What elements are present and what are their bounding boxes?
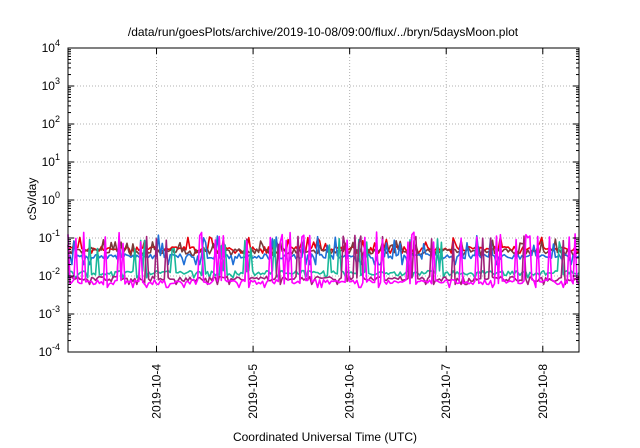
x-tick-label: 2019-10-7 [439, 364, 453, 419]
y-tick-label: 100 [42, 190, 60, 207]
y-tick-label: 104 [42, 38, 60, 55]
x-tick-label: 2019-10-6 [343, 364, 357, 419]
y-axis-label: cSv/day [25, 178, 39, 221]
x-tick-labels: 2019-10-4 2019-10-5 2019-10-6 2019-10-7 2019… [150, 364, 550, 419]
y-tick-label: 10-2 [39, 266, 60, 283]
grid [68, 48, 579, 352]
y-tick-label: 10-4 [39, 342, 60, 359]
y-tick-labels: 10-4 10-3 10-2 10-1 100 101 102 103 104 [39, 38, 60, 359]
y-tick-label: 101 [42, 152, 60, 169]
y-tick-label: 102 [42, 114, 60, 131]
axes [67, 47, 580, 353]
data-series [67, 231, 580, 289]
y-tick-label: 103 [42, 76, 60, 93]
y-tick-label: 10-3 [39, 304, 60, 321]
y-tick-label: 10-1 [39, 228, 60, 245]
x-tick-label: 2019-10-5 [246, 364, 260, 419]
series-line [67, 238, 580, 257]
series-line [67, 238, 580, 279]
series-line [67, 234, 580, 286]
series-line [67, 231, 580, 289]
x-tick-label: 2019-10-8 [536, 364, 550, 419]
series-line [67, 234, 580, 266]
x-tick-label: 2019-10-4 [150, 364, 164, 419]
x-axis-label: Coordinated Universal Time (UTC) [233, 430, 417, 444]
chart-title: /data/run/goesPlots/archive/2019-10-08/0… [128, 25, 519, 39]
plot-frame [67, 47, 580, 353]
